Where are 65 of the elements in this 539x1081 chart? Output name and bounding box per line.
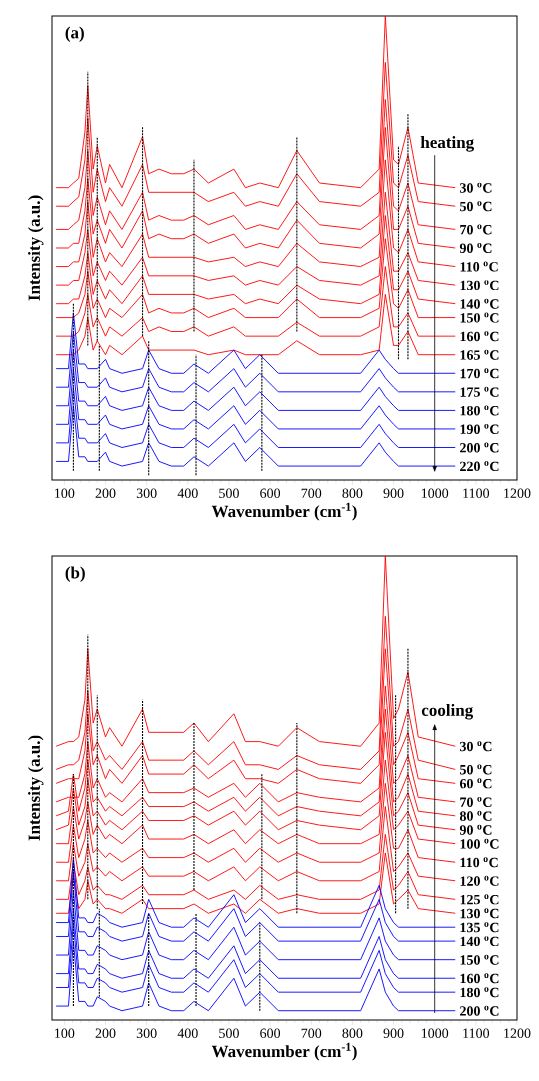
- x-tick-label: 1100: [463, 1028, 490, 1038]
- series-label: 125 $^{o}$C: [460, 894, 499, 905]
- x-tick-label: 400: [177, 488, 198, 498]
- x-tick-label: 600: [260, 488, 281, 498]
- annotation: (b): [65, 566, 85, 582]
- x-tick-label: 1000: [421, 1028, 449, 1038]
- series-label: 160 $^{o}$C: [460, 331, 499, 342]
- x-axis-title: Wavenumber (cm$^{-1}$): [211, 502, 357, 521]
- series-label: 90 $^{o}$C: [459, 243, 492, 253]
- x-tick-label: 500: [219, 1028, 239, 1038]
- x-tick-label: 900: [383, 488, 404, 498]
- series-label: 200 $^{o}$C: [460, 442, 499, 453]
- annotation: heating: [420, 136, 474, 152]
- series-label: 150 $^{o}$C: [460, 312, 499, 323]
- series-label: 50 $^{o}$C: [460, 201, 492, 212]
- series-label: 100 $^{o}$C: [460, 838, 499, 849]
- x-tick-label: 400: [177, 1028, 198, 1038]
- series-label: 130 $^{o}$C: [460, 280, 499, 291]
- x-tick-label: 100: [55, 488, 75, 498]
- series-label: 120 $^{o}$C: [460, 875, 499, 886]
- series-label: 190 $^{o}$C: [460, 423, 499, 434]
- annotation: (a): [65, 26, 84, 42]
- series-label: 140 $^{o}$C: [460, 936, 499, 947]
- series-label: 180 $^{o}$C: [460, 987, 499, 998]
- x-tick-label: 700: [301, 488, 322, 498]
- series-label: 80 $^{o}$C: [459, 810, 492, 821]
- x-tick-label: 900: [383, 1028, 404, 1038]
- series-label: 220 $^{o}$C: [460, 461, 499, 472]
- series-label: 30 $^{o}$C: [460, 182, 492, 193]
- series-label: 135 $^{o}$C: [460, 922, 499, 933]
- series-label: 70 $^{o}$C: [460, 796, 492, 807]
- x-tick-label: 100: [55, 1028, 75, 1038]
- series-label: 160 $^{o}$C: [460, 973, 499, 984]
- x-tick-label: 500: [219, 488, 239, 498]
- series-label: 140 $^{o}$C: [460, 298, 499, 309]
- series-label: 165 $^{o}$C: [460, 349, 499, 360]
- series-label: 110 $^{o}$C: [460, 261, 498, 272]
- series-label: 170 $^{o}$C: [460, 368, 499, 379]
- series-label: 200 $^{o}$C: [460, 1005, 499, 1016]
- series-label: 175 $^{o}$C: [460, 386, 499, 397]
- x-axis-title: Wavenumber (cm$^{-1}$): [211, 1042, 357, 1061]
- y-axis-title: Intensity (a.u.): [28, 735, 44, 841]
- x-tick-label: 1200: [504, 488, 531, 498]
- series-label: 130 $^{o}$C: [460, 908, 499, 919]
- series-label: 30 $^{o}$C: [460, 741, 492, 752]
- series-label: 180 $^{o}$C: [460, 405, 499, 416]
- series-label: 60 $^{o}$C: [459, 778, 492, 789]
- x-tick-label: 600: [260, 1028, 281, 1038]
- x-tick-label: 1200: [504, 1028, 531, 1038]
- x-tick-label: 1100: [463, 488, 490, 498]
- series-label: 110 $^{o}$C: [460, 857, 498, 868]
- x-tick-label: 200: [95, 1028, 116, 1038]
- series-label: 50 $^{o}$C: [460, 764, 492, 775]
- annotation: cooling: [421, 703, 474, 720]
- x-tick-label: 700: [301, 1028, 322, 1038]
- series-label: 70 $^{o}$C: [460, 224, 492, 235]
- series-label: 150 $^{o}$C: [460, 954, 499, 965]
- series-label: 90 $^{o}$C: [459, 824, 492, 835]
- x-tick-label: 300: [136, 488, 157, 498]
- x-tick-label: 300: [136, 1028, 157, 1038]
- y-axis-title: Intensity (a.u.): [28, 195, 44, 301]
- x-tick-label: 800: [342, 488, 363, 498]
- x-tick-label: 800: [342, 1028, 363, 1038]
- x-tick-label: 200: [95, 488, 116, 498]
- x-tick-label: 1000: [421, 488, 449, 498]
